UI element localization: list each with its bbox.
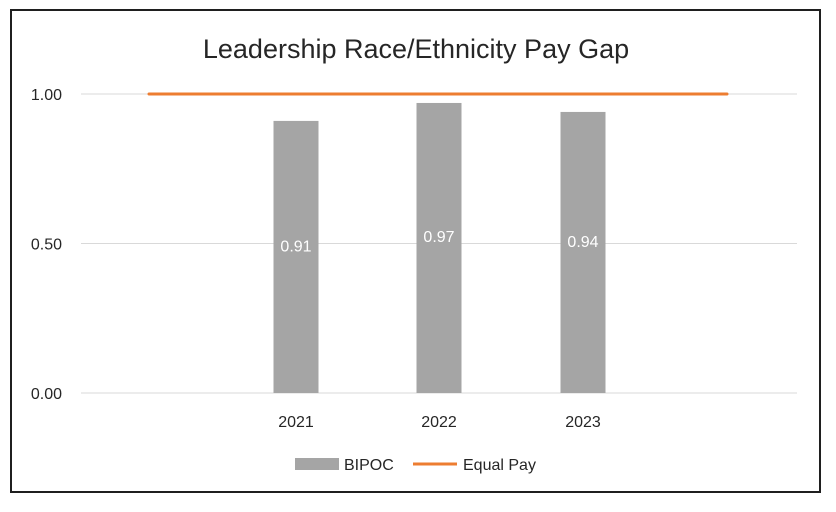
data-label: 0.91 — [280, 239, 311, 256]
x-tick-label: 2022 — [421, 414, 457, 431]
legend-label-bipoc: BIPOC — [344, 457, 394, 474]
legend-label-equal-pay: Equal Pay — [463, 457, 536, 474]
chart-frame — [10, 9, 821, 493]
x-tick-label: 2021 — [278, 414, 314, 431]
x-tick-label: 2023 — [565, 414, 601, 431]
y-tick-label: 1.00 — [31, 87, 62, 104]
chart-title: Leadership Race/Ethnicity Pay Gap — [203, 34, 629, 64]
y-tick-label: 0.50 — [31, 237, 62, 254]
y-tick-label: 0.00 — [31, 386, 62, 403]
data-label: 0.97 — [423, 229, 454, 246]
bar — [273, 120, 319, 393]
bar — [560, 111, 606, 393]
legend-swatch-bipoc — [295, 458, 339, 470]
bar — [416, 102, 462, 393]
data-label: 0.94 — [567, 234, 598, 251]
